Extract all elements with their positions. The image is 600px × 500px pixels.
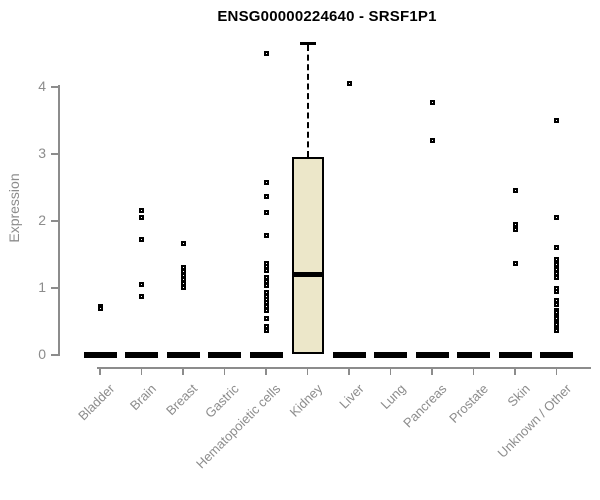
outlier-point [429, 99, 435, 105]
outlier-point [180, 280, 186, 286]
outlier-point [263, 210, 269, 216]
outlier-point [263, 315, 269, 321]
outlier-point [180, 276, 186, 282]
outlier-point [263, 282, 269, 288]
zero-median-bar [208, 352, 241, 358]
outlier-point [263, 300, 269, 306]
outlier-point [512, 188, 518, 194]
y-axis-tick [51, 287, 59, 289]
x-tick-label: Breast [163, 381, 201, 419]
outlier-point [554, 274, 559, 280]
outlier-point [263, 180, 269, 186]
outlier-point [554, 245, 559, 251]
outlier-point [263, 51, 269, 56]
zero-median-bar [332, 352, 366, 358]
outlier-point [139, 282, 144, 288]
x-tick-label: Gastric [202, 381, 243, 421]
outlier-point [512, 227, 518, 233]
outlier-point [554, 301, 559, 307]
zero-median-bar [166, 352, 200, 358]
x-axis-tick [472, 367, 475, 375]
outlier-point [263, 268, 269, 274]
outlier-point [554, 288, 559, 294]
outlier-point [263, 323, 269, 329]
x-tick-label: Kidney [286, 381, 326, 420]
chart-title: ENSG00000224640 - SRSF1P1 [217, 8, 437, 25]
outlier-point [346, 81, 352, 87]
x-axis-tick [223, 367, 226, 375]
y-tick-label: 4 [38, 78, 46, 94]
outlier-point [554, 215, 559, 221]
y-tick-label: 2 [38, 212, 46, 228]
y-tick-label: 0 [38, 346, 46, 362]
outlier-point [180, 272, 186, 278]
outlier-point [512, 260, 518, 266]
x-axis-tick [140, 367, 143, 375]
zero-median-bar [125, 352, 158, 358]
box-median [291, 272, 324, 278]
outlier-point [512, 221, 518, 227]
x-axis-tick [555, 367, 558, 375]
zero-median-bar [457, 352, 490, 358]
x-tick-label: Unknown / Other [494, 381, 575, 461]
outlier-point [554, 297, 559, 303]
x-axis-tick [348, 367, 350, 375]
x-tick-label: Lung [377, 381, 409, 413]
outlier-point [139, 236, 144, 242]
outlier-point [554, 328, 559, 334]
y-axis-tick [51, 354, 59, 356]
x-axis-tick [265, 367, 267, 375]
outlier-point [263, 307, 269, 313]
outlier-point [263, 278, 269, 284]
outlier-point [263, 193, 269, 199]
outlier-point [180, 268, 186, 274]
outlier-point [554, 266, 559, 272]
outlier-point [429, 138, 435, 144]
outlier-point [97, 305, 103, 311]
y-tick-label: 3 [38, 145, 46, 161]
outlier-point [554, 270, 559, 276]
x-tick-label: Pancreas [400, 381, 450, 431]
x-axis-tick [182, 367, 184, 375]
x-axis-tick [99, 367, 101, 375]
y-axis-tick [51, 220, 59, 222]
outlier-point [263, 232, 269, 238]
zero-median-bar [374, 352, 407, 358]
x-tick-label: Prostate [446, 381, 492, 426]
whisker-cap [299, 42, 316, 46]
x-tick-label: Skin [504, 381, 533, 410]
outlier-point [180, 264, 186, 270]
box [291, 157, 324, 354]
x-axis-tick [514, 367, 516, 375]
x-tick-label: Liver [336, 381, 367, 412]
y-axis-tick [51, 86, 59, 88]
outlier-point [139, 208, 144, 214]
outlier-point [263, 327, 269, 333]
zero-median-bar [83, 352, 117, 358]
x-axis-tick [431, 367, 433, 375]
y-tick-label: 1 [38, 279, 46, 295]
zero-median-bar [498, 352, 532, 358]
x-axis-tick [389, 367, 392, 375]
zero-median-bar [415, 352, 449, 358]
zero-median-bar [540, 352, 573, 358]
outlier-point [554, 262, 559, 268]
outlier-point [180, 284, 186, 290]
outlier-point [554, 118, 559, 123]
outlier-point [139, 215, 144, 221]
outlier-point [180, 240, 186, 246]
x-axis-line [97, 367, 591, 369]
outlier-point [554, 257, 559, 263]
whisker-line [306, 45, 309, 158]
outlier-point [263, 264, 269, 270]
y-axis-tick [51, 153, 59, 155]
outlier-point [263, 289, 269, 295]
x-tick-label: Brain [127, 381, 160, 414]
zero-median-bar [249, 352, 283, 358]
x-axis-tick [306, 367, 309, 375]
outlier-point [139, 293, 144, 299]
x-tick-label: Bladder [75, 381, 118, 424]
